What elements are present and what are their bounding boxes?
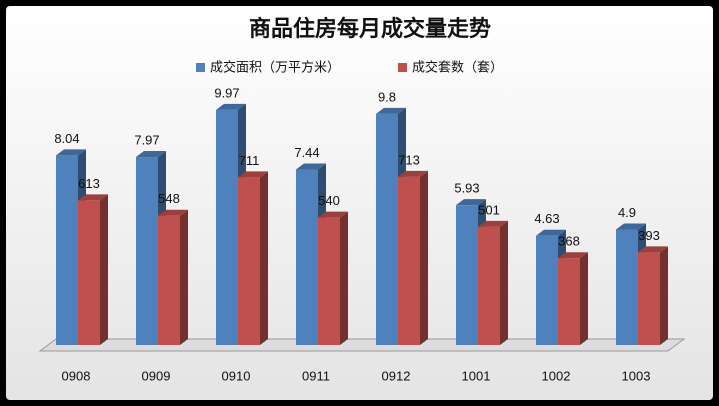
bar-top: [158, 209, 188, 216]
value-label: 7.44: [294, 145, 319, 160]
bar-side: [580, 252, 588, 345]
bar: [216, 109, 238, 345]
bar-top: [456, 199, 486, 206]
bar-top: [478, 220, 508, 227]
bar-side: [100, 194, 108, 345]
x-tick-label: 1002: [542, 368, 571, 383]
bar: [296, 169, 318, 345]
bar: [158, 215, 180, 345]
value-label: 548: [158, 191, 180, 206]
bar: [398, 176, 420, 345]
x-tick-label: 0910: [222, 368, 251, 383]
bar-top: [238, 171, 268, 178]
bar: [78, 200, 100, 345]
x-tick-label: 1003: [622, 368, 651, 383]
bar-top: [296, 163, 326, 170]
bar-top: [638, 246, 668, 253]
value-label: 5.93: [454, 181, 479, 196]
value-label: 368: [558, 234, 580, 249]
bar-side: [660, 246, 668, 345]
value-label: 7.97: [134, 132, 159, 147]
bar-top: [136, 151, 166, 158]
bar-top: [616, 223, 646, 230]
value-label: 4.63: [534, 211, 559, 226]
bar: [456, 205, 478, 345]
floor: [38, 338, 686, 352]
x-tick-label: 1001: [462, 368, 491, 383]
bar-side: [420, 170, 428, 345]
legend-label: 成交套数（套）: [412, 59, 503, 74]
bar: [558, 258, 580, 345]
bar: [318, 217, 340, 345]
bar-top: [78, 194, 108, 201]
legend-swatch: [196, 63, 205, 72]
bar-top: [376, 107, 406, 114]
bar: [638, 252, 660, 345]
bar: [376, 113, 398, 345]
x-tick-label: 0911: [302, 368, 330, 383]
value-label: 540: [318, 193, 340, 208]
value-label: 501: [478, 202, 500, 217]
x-tick-label: 0909: [142, 368, 171, 383]
bar-top: [318, 211, 348, 218]
bar: [136, 157, 158, 345]
bar-side: [180, 209, 188, 345]
bar: [536, 235, 558, 345]
legend-swatch: [398, 63, 407, 72]
bar-top: [56, 149, 86, 156]
bar-side: [340, 211, 348, 345]
value-label: 711: [239, 153, 260, 168]
value-label: 8.04: [54, 131, 79, 146]
bar: [478, 226, 500, 345]
bar-top: [536, 229, 566, 236]
value-label: 4.9: [618, 205, 636, 220]
legend-label: 成交面积（万平方米）: [210, 59, 340, 74]
bar-top: [558, 252, 588, 259]
bar-side: [500, 220, 508, 345]
chart-title: 商品住房每月成交量走势: [249, 16, 491, 41]
bar: [616, 229, 638, 345]
bar: [56, 155, 78, 345]
x-tick-label: 0908: [62, 368, 91, 383]
value-label: 393: [638, 228, 660, 243]
bar-top: [216, 103, 246, 110]
bar: [238, 177, 260, 345]
x-tick-label: 0912: [382, 368, 411, 383]
bar-side: [260, 171, 268, 345]
value-label: 9.8: [378, 89, 396, 104]
value-label: 613: [78, 176, 100, 191]
bar-top: [398, 170, 428, 177]
value-label: 713: [398, 152, 420, 167]
value-label: 9.97: [214, 85, 239, 100]
